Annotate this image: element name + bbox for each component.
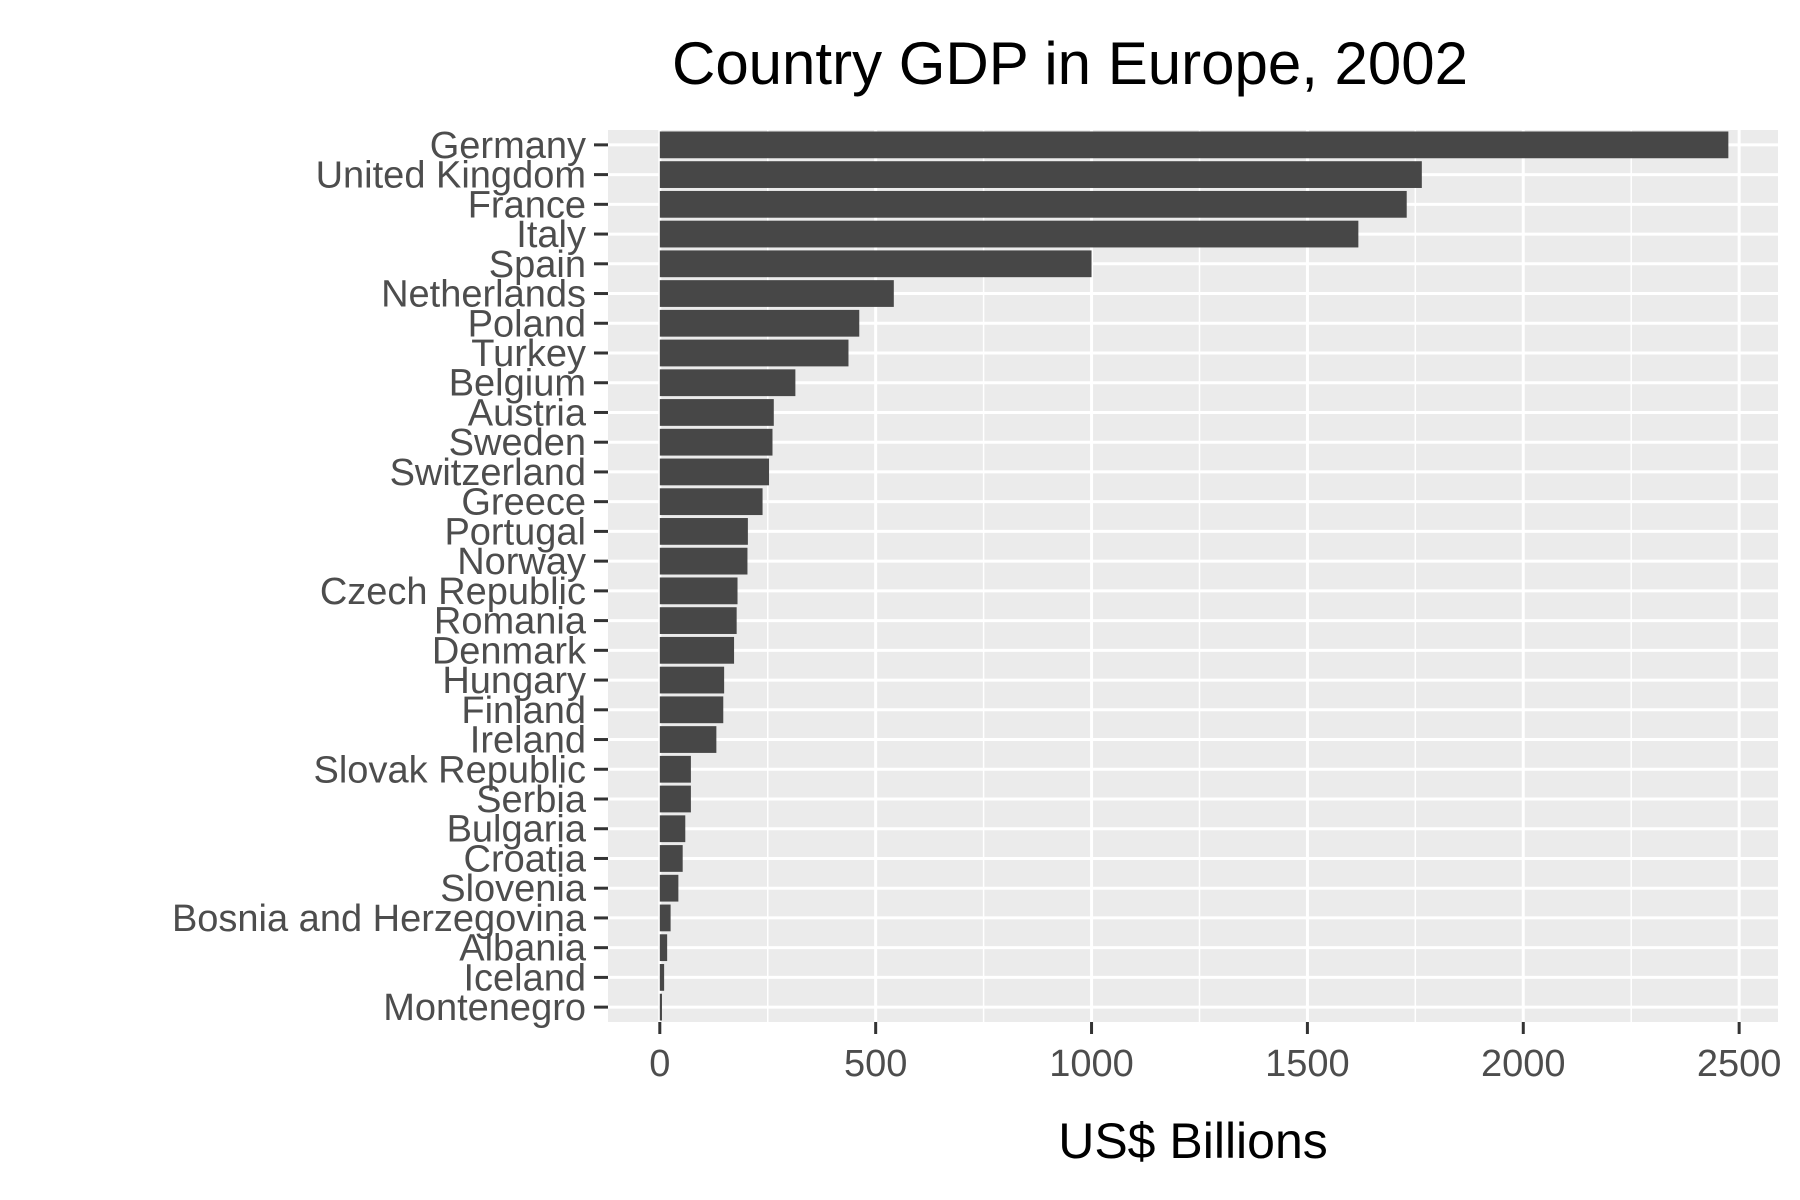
bar [659,993,662,1021]
y-tick-label: Ireland [470,720,586,762]
y-tick-label: Norway [457,541,586,583]
bar [659,161,1422,188]
bar [659,428,773,456]
y-tick-label: Greece [461,482,586,524]
x-tick-label: 1500 [1265,1043,1350,1085]
bar [659,369,796,397]
y-tick-label: Netherlands [381,274,586,316]
y-tick-label: Sweden [449,422,586,464]
chart-title: Country GDP in Europe, 2002 [672,30,1468,97]
x-tick-label: 2000 [1481,1043,1566,1085]
bar [659,755,691,783]
y-tick-label: Portugal [444,511,586,553]
y-tick-label: Romania [434,601,587,643]
bar [659,280,894,307]
x-tick-label: 1000 [1049,1043,1134,1085]
y-tick-label: France [468,184,586,226]
bar [659,488,763,516]
y-tick-label: Belgium [449,363,586,405]
bars [659,131,1729,1021]
y-tick-label: Italy [516,214,586,256]
bar [659,934,668,962]
y-tick-label: Finland [461,690,586,732]
bar [659,845,683,872]
bar [659,131,1729,159]
y-tick-label: Poland [468,303,586,345]
y-tick-label: Czech Republic [320,571,586,613]
y-tick-label: Slovak Republic [314,749,586,791]
y-tick-label: Germany [430,125,586,167]
y-tick-label: Montenegro [383,987,586,1029]
bar [659,309,860,337]
bar [659,696,724,724]
bar [659,220,1359,248]
y-tick-label: Turkey [471,333,586,375]
y-tick-label: Iceland [463,957,586,999]
bar [659,636,735,664]
bar [659,904,671,932]
y-tick-label: Croatia [464,838,587,880]
y-tick-label: Austria [468,392,587,434]
bar [659,577,738,605]
bar [659,399,774,426]
x-tick-label: 500 [844,1043,907,1085]
bar [659,339,849,367]
bar [659,964,665,991]
bar [659,547,748,575]
bar [659,518,748,545]
bar [659,607,737,634]
y-tick-label: Hungary [442,660,586,702]
x-tick-label: 2500 [1697,1043,1782,1085]
y-tick-label: Bosnia and Herzegovina [172,898,587,940]
y-tick-label: Bulgaria [447,809,587,851]
x-axis: 0 500 1000 1500 2000 2500 [649,1022,1781,1085]
y-tick-label: United Kingdom [316,155,586,197]
bar [659,815,686,843]
y-tick-label: Albania [459,928,587,970]
bar [659,726,717,753]
x-tick-label: 0 [649,1043,670,1085]
bar [659,190,1407,218]
bar [659,874,679,902]
bar [659,785,691,813]
y-tick-label: Spain [489,244,586,286]
bar [659,458,770,486]
y-tick-label: Slovenia [440,868,587,910]
plot-panel [608,130,1778,1022]
y-tick-label: Switzerland [390,452,586,494]
bar [659,666,725,694]
y-tick-label: Denmark [432,630,587,672]
bar [659,250,1092,278]
y-tick-label: Serbia [476,779,587,821]
x-axis-label: US$ Billions [1058,1113,1328,1169]
